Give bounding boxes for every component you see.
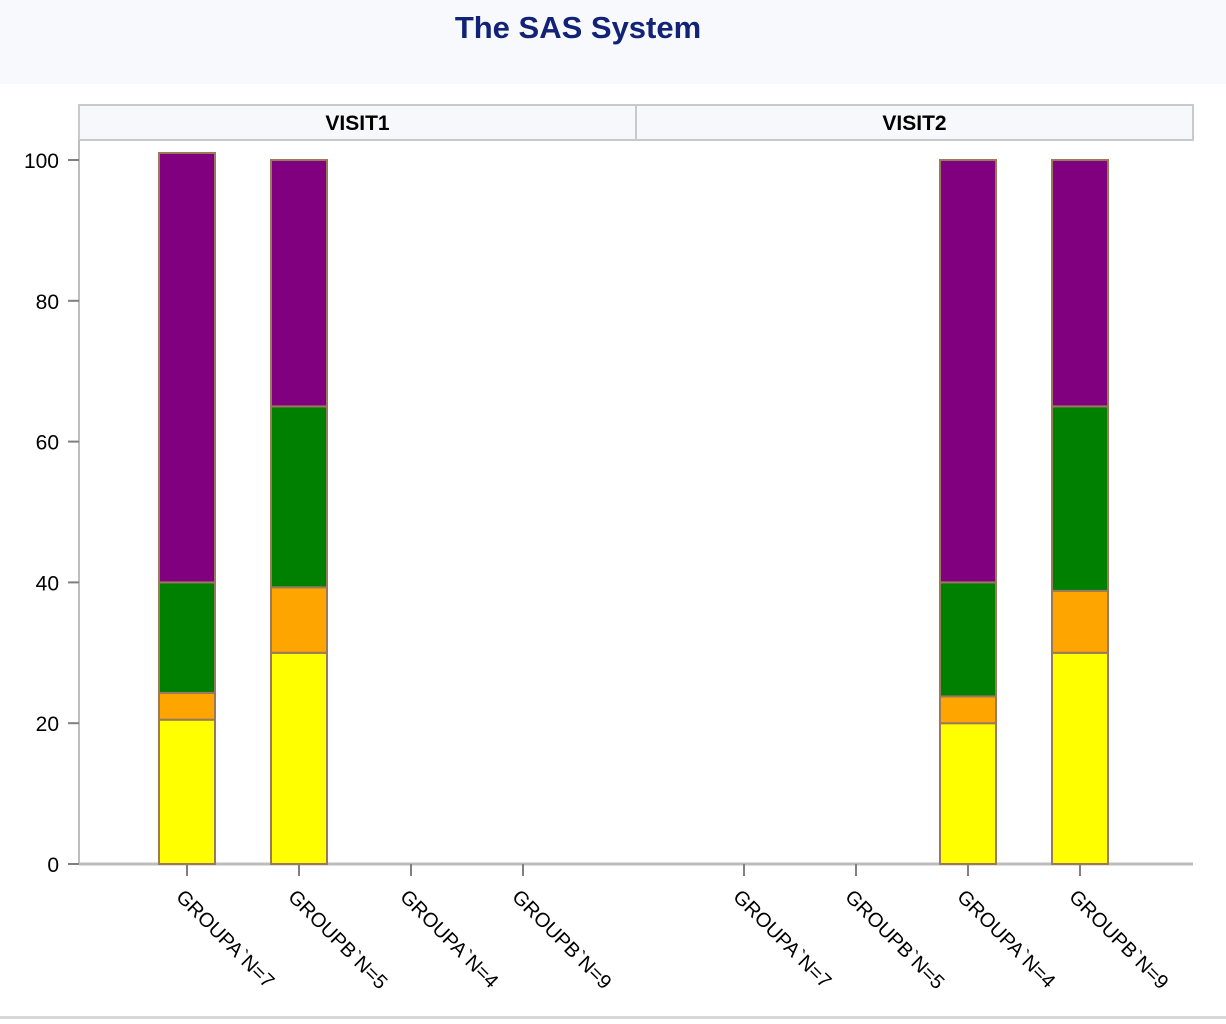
bar-segment [270,651,328,865]
page-header: The SAS System [0,0,1226,84]
bar-segment [939,722,997,866]
y-tick-label: 20 [36,713,59,736]
y-tick-label: 100 [24,150,59,173]
x-tick-label: GROUPB`N=9 [1064,886,1172,994]
bar-segment [1051,651,1109,865]
bar-segment [158,691,216,721]
panel-header-2 [635,104,1194,141]
y-tick-label: 80 [36,291,59,314]
panel-label: VISIT1 [325,112,390,135]
bar-segment [158,151,216,584]
bar-segment [270,586,328,654]
bar-segment [939,581,997,698]
bar-segment [158,581,216,694]
bar-segment [939,695,997,725]
page-title: The SAS System [454,10,702,45]
panel-header-1 [78,104,637,141]
x-tick-label: GROUPB`N=5 [840,886,948,994]
bottom-rule [0,1016,1226,1019]
bar-segment [270,405,328,589]
bar-segment [1051,159,1109,408]
panel-label: VISIT2 [882,112,946,135]
x-tick-label: GROUPB`N=9 [507,886,615,994]
bar-segment [1051,405,1109,592]
bar-segment [158,718,216,865]
x-tick-label: GROUPA`N=7 [171,886,278,993]
y-tick-label: 0 [47,854,59,877]
y-tick-label: 60 [36,432,59,455]
bar-segment [939,159,997,584]
bar-segment [270,159,328,408]
y-tick-label: 40 [36,572,59,595]
x-tick-label: GROUPB`N=5 [283,886,391,994]
x-tick-label: GROUPA`N=7 [728,886,835,993]
x-tick-label: GROUPA`N=4 [952,886,1059,993]
bar-segment [1051,589,1109,654]
x-tick-label: GROUPA`N=4 [395,886,502,993]
